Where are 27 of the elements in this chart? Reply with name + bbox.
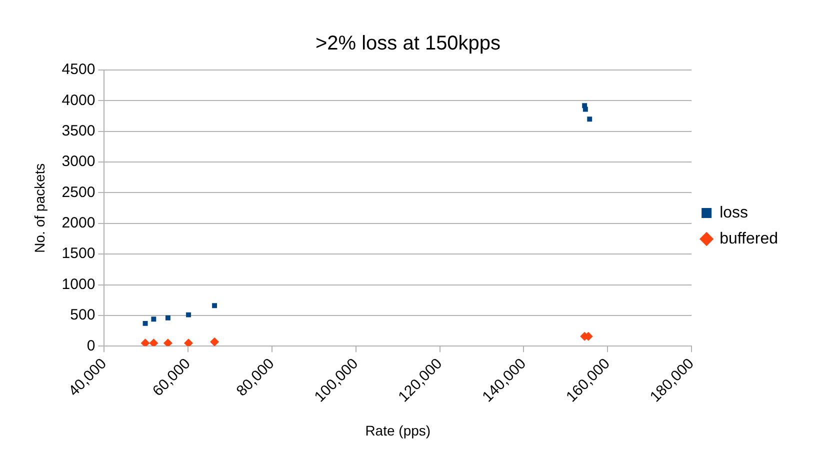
point [212,303,217,308]
y-tick-label: 1500 [62,245,96,262]
point [151,316,156,322]
point [582,106,588,112]
y-tick-label: 2000 [62,214,96,232]
legend-label: buffered [720,230,778,248]
point [142,320,148,326]
point [163,338,172,346]
y-tick-label: 3500 [62,122,96,140]
y-tick-label: 4500 [62,61,96,78]
y-tick-label: 4000 [62,92,96,109]
y-tick-label: 2500 [62,184,96,201]
y-tick-label: 500 [70,306,96,324]
point [149,338,158,346]
point [587,116,592,122]
point [210,337,220,346]
point [186,312,191,318]
y-axis-title: No. of packets [31,163,48,253]
y-tick-label: 0 [86,337,96,354]
y-tick-label: 3000 [62,153,96,170]
legend-label: loss [720,204,748,222]
y-tick-label: 1000 [62,276,96,293]
chart-title: >2% loss at 150kpps [315,32,501,55]
x-axis-title: Rate (pps) [365,422,431,438]
point [165,315,170,320]
point [140,338,150,346]
point [184,338,194,346]
